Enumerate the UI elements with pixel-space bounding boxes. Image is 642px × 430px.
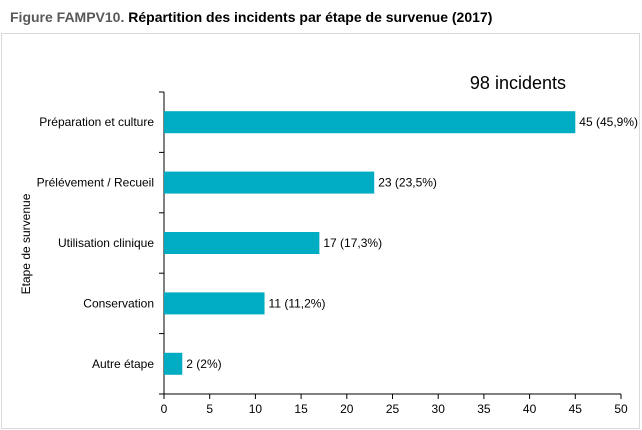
x-tick-label: 50 [614,402,628,416]
category-label: Utilisation clinique [58,236,154,250]
chart-frame [1,33,640,429]
x-tick-label: 15 [294,402,308,416]
x-tick-label: 35 [477,402,491,416]
x-tick-label: 45 [569,402,583,416]
y-axis-label: Etape de survenue [19,193,33,294]
x-tick-label: 0 [161,402,168,416]
category-label: Préparation et culture [39,115,154,129]
bar [164,171,375,194]
figure-title: Figure FAMPV10. Répartition des incident… [10,9,492,25]
x-tick-label: 10 [249,402,263,416]
x-tick-label: 5 [206,402,213,416]
x-tick-label: 20 [340,402,354,416]
bar [164,111,576,134]
category-label: Prélévement / Recueil [37,176,154,190]
bar [164,292,265,315]
total-incidents-annotation: 98 incidents [470,73,566,93]
x-tick-label: 40 [523,402,537,416]
chart-marks: 0 5 10 15 20 25 30 35 40 45 50 Préparation et cultu… [37,91,638,416]
category-label: Conservation [83,296,154,310]
x-tick-label: 25 [386,402,400,416]
figure-number: Figure FAMPV10. [10,9,125,25]
data-label: 45 (45,9%) [579,115,638,129]
category-label: Autre étape [92,357,154,371]
bar [164,232,320,254]
data-label: 17 (17,3%) [323,236,382,250]
bar [164,352,183,375]
x-tick-label: 30 [432,402,446,416]
data-label: 23 (23,5%) [378,176,437,190]
data-label: 2 (2%) [186,357,221,371]
figure-title-text: Répartition des incidents par étape de s… [128,9,493,25]
data-label: 11 (11,2%) [269,296,326,310]
